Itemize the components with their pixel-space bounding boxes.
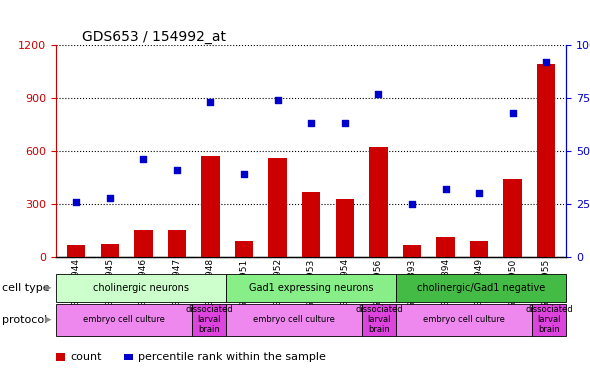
Text: cell type: cell type [2, 283, 50, 293]
Point [373, 91, 383, 97]
Point [407, 201, 417, 207]
Bar [503, 179, 522, 257]
Point [71, 199, 81, 205]
Bar [362, 304, 396, 336]
Bar [302, 192, 320, 257]
Bar [268, 158, 287, 257]
Text: Gad1 expressing neurons: Gad1 expressing neurons [249, 283, 373, 293]
Bar [537, 64, 556, 257]
Point [542, 59, 551, 65]
Text: percentile rank within the sample: percentile rank within the sample [138, 352, 326, 362]
Text: dissociated
larval
brain: dissociated larval brain [185, 306, 233, 334]
Bar [168, 230, 186, 257]
Text: dissociated
larval
brain: dissociated larval brain [526, 306, 573, 334]
Bar [369, 147, 388, 257]
Bar [235, 241, 253, 257]
Point [139, 156, 148, 162]
Bar [56, 353, 65, 361]
Point [172, 167, 182, 173]
Point [206, 99, 215, 105]
Point [273, 97, 283, 103]
Bar [336, 199, 354, 257]
Bar [201, 156, 219, 257]
Bar [396, 274, 566, 302]
Bar [532, 304, 566, 336]
Point [441, 186, 450, 192]
Point [306, 120, 316, 126]
Bar [226, 274, 396, 302]
Text: protocol: protocol [2, 315, 47, 325]
Text: embryo cell culture: embryo cell culture [83, 315, 165, 324]
Bar [396, 304, 532, 336]
Text: embryo cell culture: embryo cell culture [424, 315, 505, 324]
Point [340, 120, 349, 126]
Bar [226, 304, 362, 336]
Point [105, 195, 114, 201]
Point [474, 190, 484, 196]
Text: dissociated
larval
brain: dissociated larval brain [355, 306, 403, 334]
Bar [436, 237, 455, 257]
Bar [56, 274, 226, 302]
Bar [100, 244, 119, 257]
Bar [403, 245, 421, 257]
Point [508, 110, 517, 116]
Bar [124, 354, 133, 360]
Text: cholinergic neurons: cholinergic neurons [93, 283, 189, 293]
Bar [134, 230, 153, 257]
Text: cholinergic/Gad1 negative: cholinergic/Gad1 negative [417, 283, 546, 293]
Point [240, 171, 249, 177]
Text: embryo cell culture: embryo cell culture [253, 315, 335, 324]
Bar [56, 304, 192, 336]
Text: count: count [70, 352, 101, 362]
Text: GDS653 / 154992_at: GDS653 / 154992_at [81, 30, 225, 44]
Bar [192, 304, 226, 336]
Bar [470, 241, 489, 257]
Bar [67, 244, 86, 257]
